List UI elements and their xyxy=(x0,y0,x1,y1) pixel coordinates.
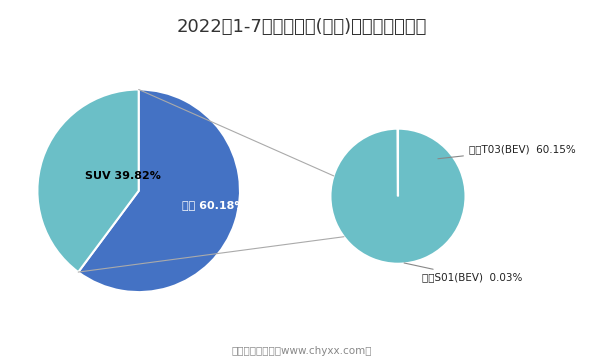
Text: 零跑S01(BEV)  0.03%: 零跑S01(BEV) 0.03% xyxy=(404,263,522,283)
Wedge shape xyxy=(330,129,466,264)
Text: 2022年1-7月浙江零跑(轿车)销量占比统计图: 2022年1-7月浙江零跑(轿车)销量占比统计图 xyxy=(176,18,427,36)
Text: SUV 39.82%: SUV 39.82% xyxy=(85,171,161,181)
Wedge shape xyxy=(37,90,139,272)
Wedge shape xyxy=(78,90,240,292)
Text: 零跑T03(BEV)  60.15%: 零跑T03(BEV) 60.15% xyxy=(438,144,576,159)
Text: 制图：智研咨询（www.chyxx.com）: 制图：智研咨询（www.chyxx.com） xyxy=(231,346,372,356)
Text: 轿车 60.18%: 轿车 60.18% xyxy=(182,200,245,210)
